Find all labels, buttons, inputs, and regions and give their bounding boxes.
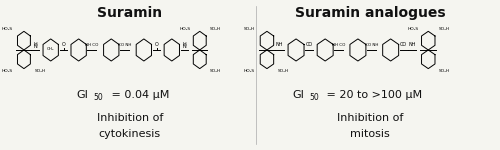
Text: mitosis: mitosis [350,129,390,140]
Text: Suramin analogues: Suramin analogues [294,6,446,20]
Text: 50: 50 [94,93,103,102]
Text: cytokinesis: cytokinesis [99,129,161,140]
Text: GI: GI [292,90,304,100]
Text: 50: 50 [310,93,319,102]
Text: = 0.04 μM: = 0.04 μM [108,90,170,100]
Text: Inhibition of: Inhibition of [96,113,163,123]
Text: Inhibition of: Inhibition of [337,113,403,123]
Text: GI: GI [76,90,88,100]
Text: Suramin: Suramin [98,6,162,20]
Text: = 20 to >100 μM: = 20 to >100 μM [323,90,422,100]
